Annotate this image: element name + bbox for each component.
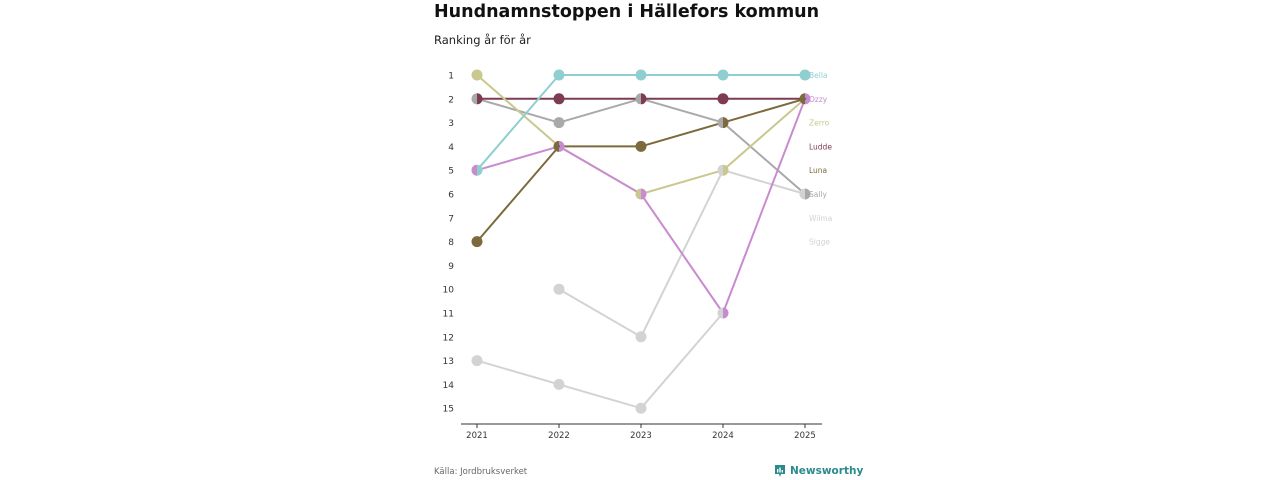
x-tick-label: 2022	[548, 431, 570, 441]
legend-label-sigge: Sigge	[809, 238, 830, 247]
y-tick-label: 10	[443, 286, 455, 296]
series-line-ozzy	[558, 145, 642, 195]
y-tick-label: 12	[443, 333, 454, 343]
series-line-sigge	[640, 312, 724, 410]
point-bella	[799, 69, 811, 81]
point-zerro	[723, 164, 729, 176]
point-luna	[635, 140, 647, 152]
y-tick-label: 1	[448, 72, 454, 82]
point-ozzy	[641, 188, 647, 200]
point-luna	[799, 93, 805, 105]
brand-name: Newsworthy	[790, 465, 864, 477]
series-line-luna	[476, 145, 560, 243]
x-tick-label: 2025	[794, 431, 816, 441]
legend-label-sally: Sally	[809, 190, 828, 199]
point-ludde	[717, 93, 729, 105]
point-ozzy	[559, 140, 565, 152]
point-ozzy	[805, 93, 811, 105]
point-sally	[717, 117, 723, 129]
series-lines	[476, 74, 806, 410]
series-line-luna	[640, 121, 724, 148]
y-tick-label: 2	[448, 95, 454, 105]
point-sally	[553, 117, 565, 129]
point-bella	[717, 69, 729, 81]
point-overlap-marker	[557, 145, 561, 148]
series-line-ozzy	[476, 145, 560, 172]
series-points	[471, 69, 811, 414]
y-tick-label: 7	[448, 214, 454, 224]
point-sally	[635, 93, 641, 105]
point-wilma	[799, 188, 805, 200]
y-tick-label: 6	[448, 191, 454, 201]
point-sigge	[471, 355, 483, 367]
y-tick-label: 3	[448, 119, 454, 129]
legend-label-bella: Bella	[809, 71, 828, 80]
legend-label-ozzy: Ozzy	[809, 95, 828, 104]
series-line-bella	[476, 74, 560, 172]
point-wilma	[635, 331, 647, 343]
chart-subtitle: Ranking år för år	[434, 33, 531, 47]
point-ozzy	[471, 164, 477, 176]
series-line-wilma	[558, 288, 642, 338]
legend-label-wilma: Wilma	[809, 214, 832, 223]
point-sigge	[553, 378, 565, 390]
series-line-sigge	[558, 383, 642, 410]
series-line-zerro	[722, 97, 806, 172]
point-ludde	[553, 93, 565, 105]
point-zerro	[471, 69, 483, 81]
legend-label-zerro: Zerro	[809, 119, 830, 128]
point-sally	[471, 93, 477, 105]
y-tick-label: 9	[448, 262, 454, 272]
series-line-sally	[640, 97, 724, 124]
series-line-wilma	[722, 169, 806, 195]
y-tick-label: 11	[443, 310, 454, 320]
point-bella	[477, 164, 483, 176]
point-sigge	[717, 307, 723, 319]
x-axis: 2021 2022 2023 2024 2025	[461, 423, 822, 441]
point-wilma	[717, 164, 723, 176]
point-sally	[805, 188, 811, 200]
brand-logo: Newsworthy	[774, 464, 863, 478]
chart-title: Hundnamnstoppen i Hällefors kommun	[434, 2, 820, 22]
legend: Bella Ozzy Zerro Ludde Luna Sally Wilma Sigge	[809, 71, 832, 247]
y-tick-label: 15	[443, 405, 454, 415]
y-tick-label: 14	[443, 381, 455, 391]
point-luna	[553, 140, 559, 152]
newsworthy-logo-icon	[775, 465, 785, 477]
source-note: Källa: Jordbruksverket	[434, 467, 528, 477]
point-luna	[471, 236, 483, 248]
point-zerro	[635, 188, 641, 200]
point-ludde	[641, 93, 647, 105]
legend-label-luna: Luna	[809, 166, 827, 175]
series-line-zerro	[476, 74, 560, 148]
x-tick-label: 2023	[630, 431, 652, 441]
point-luna	[723, 117, 729, 129]
series-line-luna	[722, 97, 806, 124]
point-sigge	[635, 402, 647, 414]
series-line-ozzy	[722, 97, 806, 314]
x-tick-label: 2024	[712, 431, 734, 441]
point-ozzy	[723, 307, 729, 319]
y-tick-label: 5	[448, 167, 454, 177]
y-tick-label: 4	[448, 143, 454, 153]
point-wilma	[553, 283, 565, 295]
series-line-sigge	[476, 359, 560, 386]
series-line-sally	[722, 121, 806, 195]
series-line-ozzy	[640, 193, 724, 314]
y-tick-label: 8	[448, 238, 454, 248]
point-bella	[635, 69, 647, 81]
x-tick-label: 2021	[466, 431, 488, 441]
point-bella	[553, 69, 565, 81]
point-overlap-marker	[803, 97, 807, 101]
point-ludde	[476, 93, 483, 105]
legend-label-ludde: Ludde	[809, 142, 832, 151]
y-tick-label: 13	[443, 357, 454, 367]
series-line-zerro	[640, 169, 724, 195]
series-line-sally	[558, 97, 642, 124]
